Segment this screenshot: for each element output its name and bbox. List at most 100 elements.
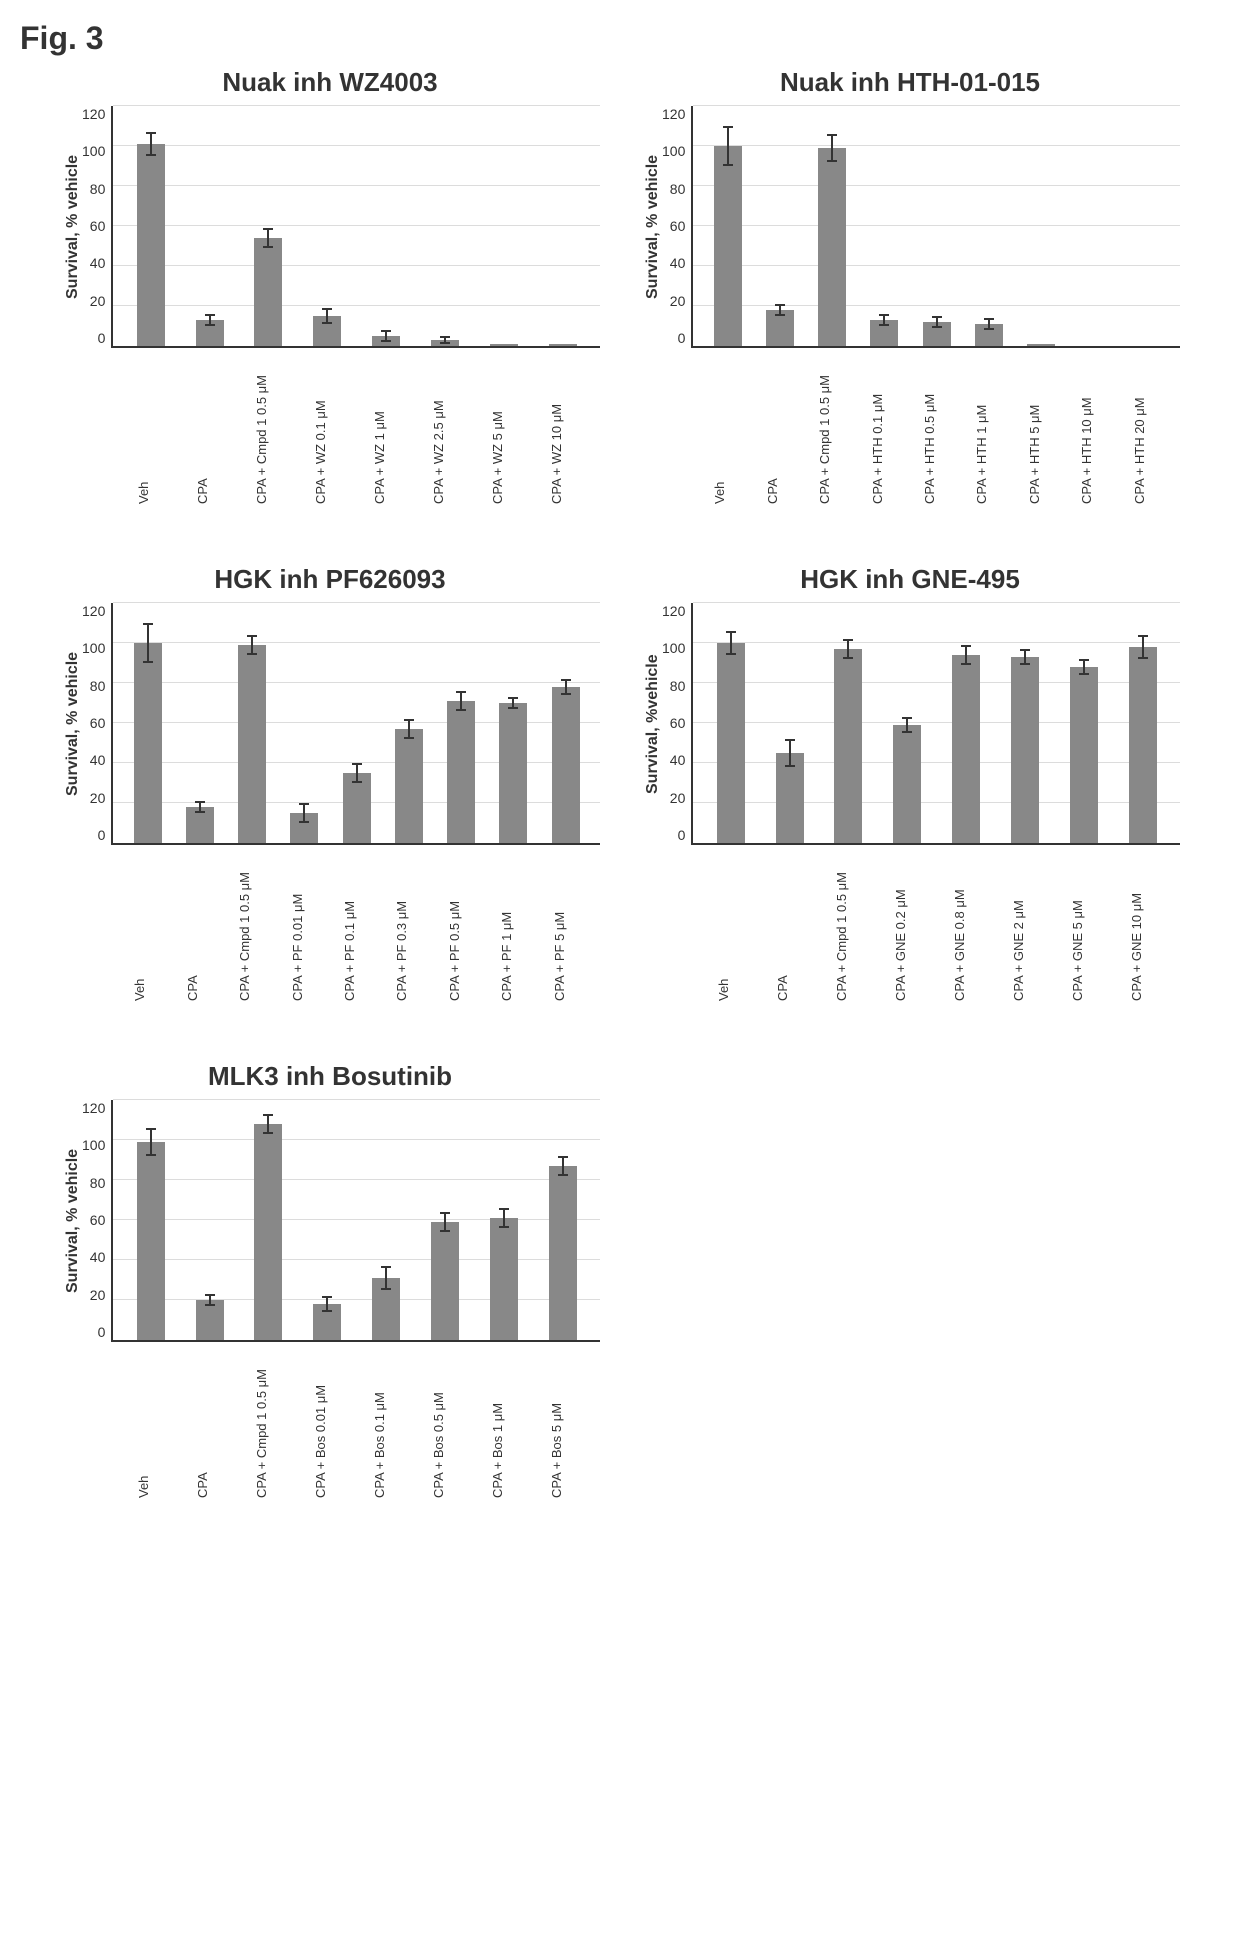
- error-bar: [385, 1266, 387, 1290]
- plot-area: [111, 1100, 600, 1342]
- bar-wrap: [1129, 647, 1157, 843]
- plot-area: [691, 106, 1180, 348]
- error-bar: [326, 308, 328, 324]
- x-label: Veh: [136, 1348, 164, 1498]
- bar-wrap: [776, 753, 804, 843]
- bar: [776, 753, 804, 843]
- y-tick: 100: [82, 1137, 105, 1153]
- bar: [1011, 657, 1039, 843]
- y-tick: 120: [82, 106, 105, 122]
- y-axis-label: Survival, %vehicle: [640, 603, 662, 845]
- x-label: CPA + HTH 5 μM: [1027, 354, 1055, 504]
- y-axis-label: Survival, % vehicle: [640, 106, 662, 348]
- error-bar: [444, 1212, 446, 1232]
- y-tick: 100: [82, 143, 105, 159]
- bar-wrap: [238, 645, 266, 843]
- error-bar: [965, 645, 967, 665]
- y-tick: 120: [82, 603, 105, 619]
- bar: [372, 336, 400, 346]
- bar: [549, 344, 577, 346]
- x-label: CPA + WZ 5 μM: [490, 354, 518, 504]
- x-label: CPA + Cmpd 1 0.5 μM: [817, 354, 845, 504]
- y-tick: 20: [90, 293, 106, 309]
- x-label: CPA + PF 1 μM: [499, 851, 527, 1001]
- bar: [137, 144, 165, 346]
- bar-wrap: [186, 807, 214, 843]
- error-bar: [326, 1296, 328, 1312]
- x-axis-labels: VehCPACPA + Cmpd 1 0.5 μMCPA + PF 0.01 μ…: [112, 845, 600, 1001]
- x-axis-labels: VehCPACPA + Cmpd 1 0.5 μMCPA + GNE 0.2 μ…: [692, 845, 1180, 1001]
- y-axis-ticks: 120100806040200: [82, 106, 111, 346]
- error-bar: [1024, 649, 1026, 665]
- bar-wrap: [893, 725, 921, 843]
- bar-wrap: [499, 703, 527, 843]
- bar: [431, 1222, 459, 1340]
- plot-area: [691, 603, 1180, 845]
- bar-wrap: [490, 1218, 518, 1340]
- plot-area: [111, 603, 600, 845]
- error-bar: [150, 132, 152, 156]
- y-axis-ticks: 120100806040200: [82, 1100, 111, 1340]
- x-label: CPA: [195, 1348, 223, 1498]
- x-label: CPA + WZ 2.5 μM: [431, 354, 459, 504]
- bar-wrap: [447, 701, 475, 843]
- bar-wrap: [975, 324, 1003, 346]
- bar-wrap: [313, 1304, 341, 1340]
- chart-4: MLK3 inh BosutinibSurvival, % vehicle120…: [60, 1061, 600, 1498]
- bar-wrap: [196, 320, 224, 346]
- y-tick: 40: [90, 255, 106, 271]
- error-bar: [209, 314, 211, 326]
- bar-wrap: [137, 144, 165, 346]
- bar: [893, 725, 921, 843]
- x-label: CPA + Cmpd 1 0.5 μM: [237, 851, 265, 1001]
- y-tick: 60: [670, 715, 686, 731]
- plot-area: [111, 106, 600, 348]
- bar: [1027, 344, 1055, 346]
- x-label: CPA + PF 0.1 μM: [342, 851, 370, 1001]
- x-label: CPA + Cmpd 1 0.5 μM: [254, 354, 282, 504]
- y-tick: 60: [90, 715, 106, 731]
- x-label: CPA + GNE 2 μM: [1011, 851, 1039, 1001]
- y-tick: 20: [90, 790, 106, 806]
- bar-wrap: [923, 322, 951, 346]
- error-bar: [267, 228, 269, 248]
- x-label: Veh: [132, 851, 160, 1001]
- y-tick: 20: [670, 293, 686, 309]
- bar: [766, 310, 794, 346]
- x-label: CPA + PF 5 μM: [552, 851, 580, 1001]
- bar: [490, 344, 518, 346]
- bar: [343, 773, 371, 843]
- x-label: CPA + HTH 0.1 μM: [870, 354, 898, 504]
- error-bar: [565, 679, 567, 695]
- bar-wrap: [431, 340, 459, 346]
- bar: [254, 1124, 282, 1340]
- error-bar: [209, 1294, 211, 1306]
- chart-title: HGK inh GNE-495: [640, 564, 1180, 595]
- x-label: CPA: [195, 354, 223, 504]
- error-bar: [831, 134, 833, 162]
- error-bar: [906, 717, 908, 733]
- x-label: Veh: [136, 354, 164, 504]
- y-tick: 80: [90, 181, 106, 197]
- bar: [714, 146, 742, 346]
- bar: [499, 703, 527, 843]
- bars-group: [113, 1100, 600, 1340]
- error-bar: [385, 330, 387, 342]
- bar-wrap: [834, 649, 862, 843]
- bar-wrap: [254, 238, 282, 346]
- y-tick: 100: [662, 143, 685, 159]
- y-axis-ticks: 120100806040200: [662, 106, 691, 346]
- bar-wrap: [717, 643, 745, 843]
- bar-wrap: [818, 148, 846, 346]
- bar: [313, 1304, 341, 1340]
- y-tick: 60: [90, 218, 106, 234]
- y-tick: 80: [90, 678, 106, 694]
- error-bar: [147, 623, 149, 663]
- error-bar: [356, 763, 358, 783]
- x-label: Veh: [716, 851, 744, 1001]
- x-label: CPA + GNE 5 μM: [1070, 851, 1098, 1001]
- bar-wrap: [1070, 667, 1098, 843]
- bar: [196, 320, 224, 346]
- bar-wrap: [372, 1278, 400, 1340]
- bar: [952, 655, 980, 843]
